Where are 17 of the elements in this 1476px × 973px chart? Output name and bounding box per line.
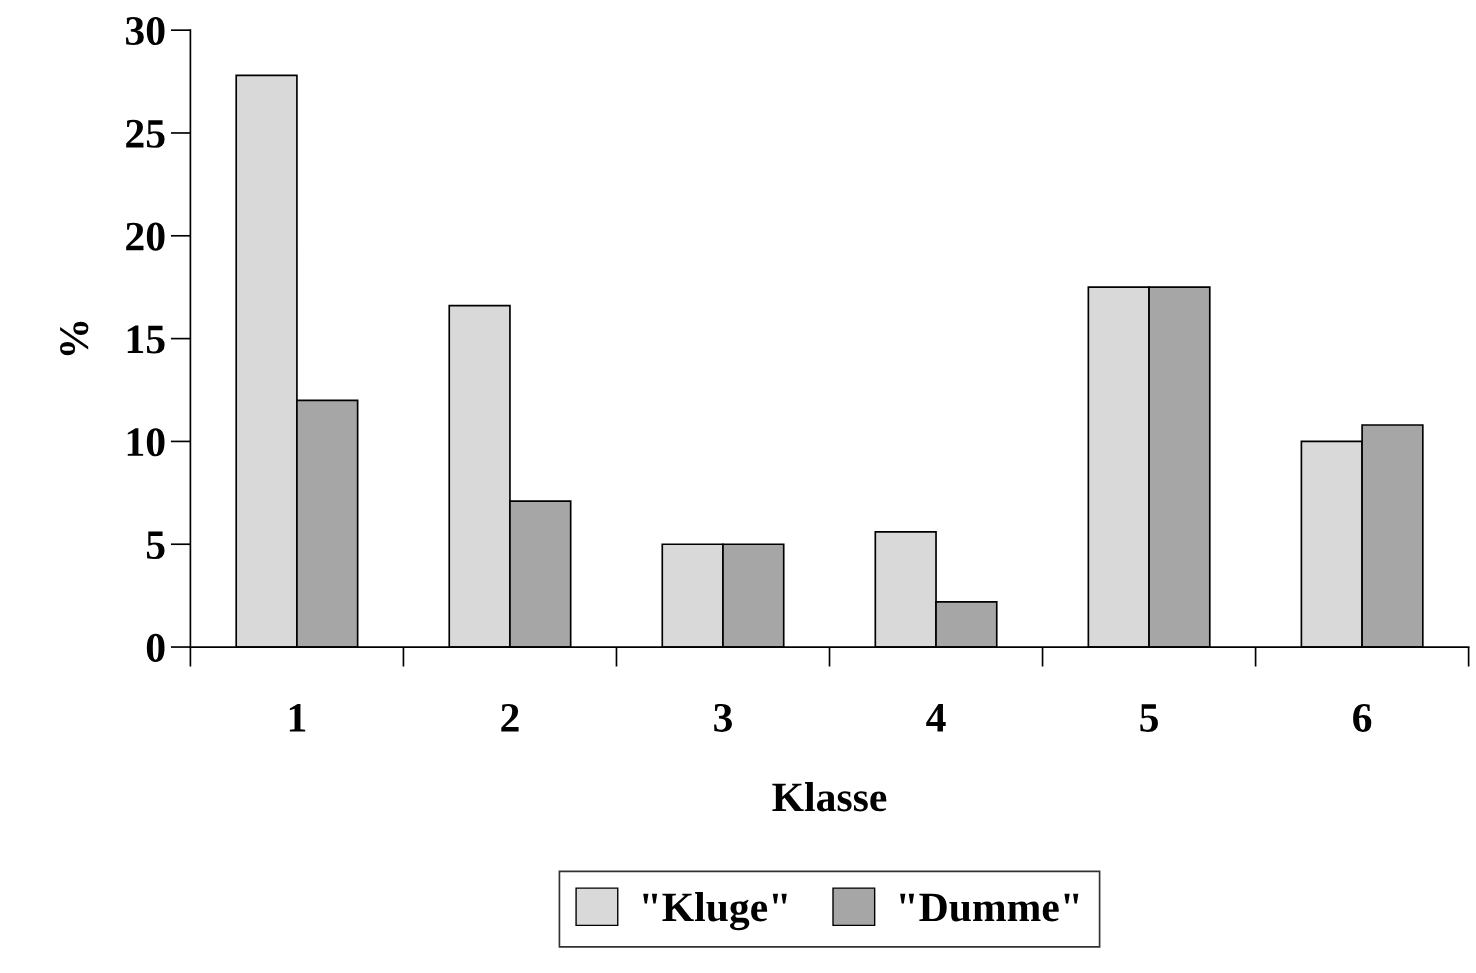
y-axis-title: % — [60, 321, 89, 356]
y-tick-label: 20 — [126, 222, 165, 251]
legend-label: "Kluge" — [643, 892, 787, 931]
x-tick-label: 3 — [714, 703, 732, 732]
legend-label: "Dumme" — [900, 893, 1079, 922]
y-tick-label: 25 — [126, 119, 165, 148]
y-tick-label: 5 — [146, 531, 165, 560]
x-tick-label: 5 — [1140, 704, 1158, 732]
y-tick-label: 10 — [127, 428, 165, 457]
y-tick-label: 15 — [127, 325, 165, 354]
x-tick-label: 4 — [926, 704, 946, 732]
x-tick-label: 1 — [289, 704, 306, 732]
x-tick-label: 6 — [1353, 703, 1372, 732]
x-tick-label: 2 — [501, 703, 519, 732]
x-axis-title: Klasse — [772, 782, 887, 812]
y-tick-label: 0 — [146, 633, 165, 662]
y-tick-label: 30 — [126, 16, 165, 46]
